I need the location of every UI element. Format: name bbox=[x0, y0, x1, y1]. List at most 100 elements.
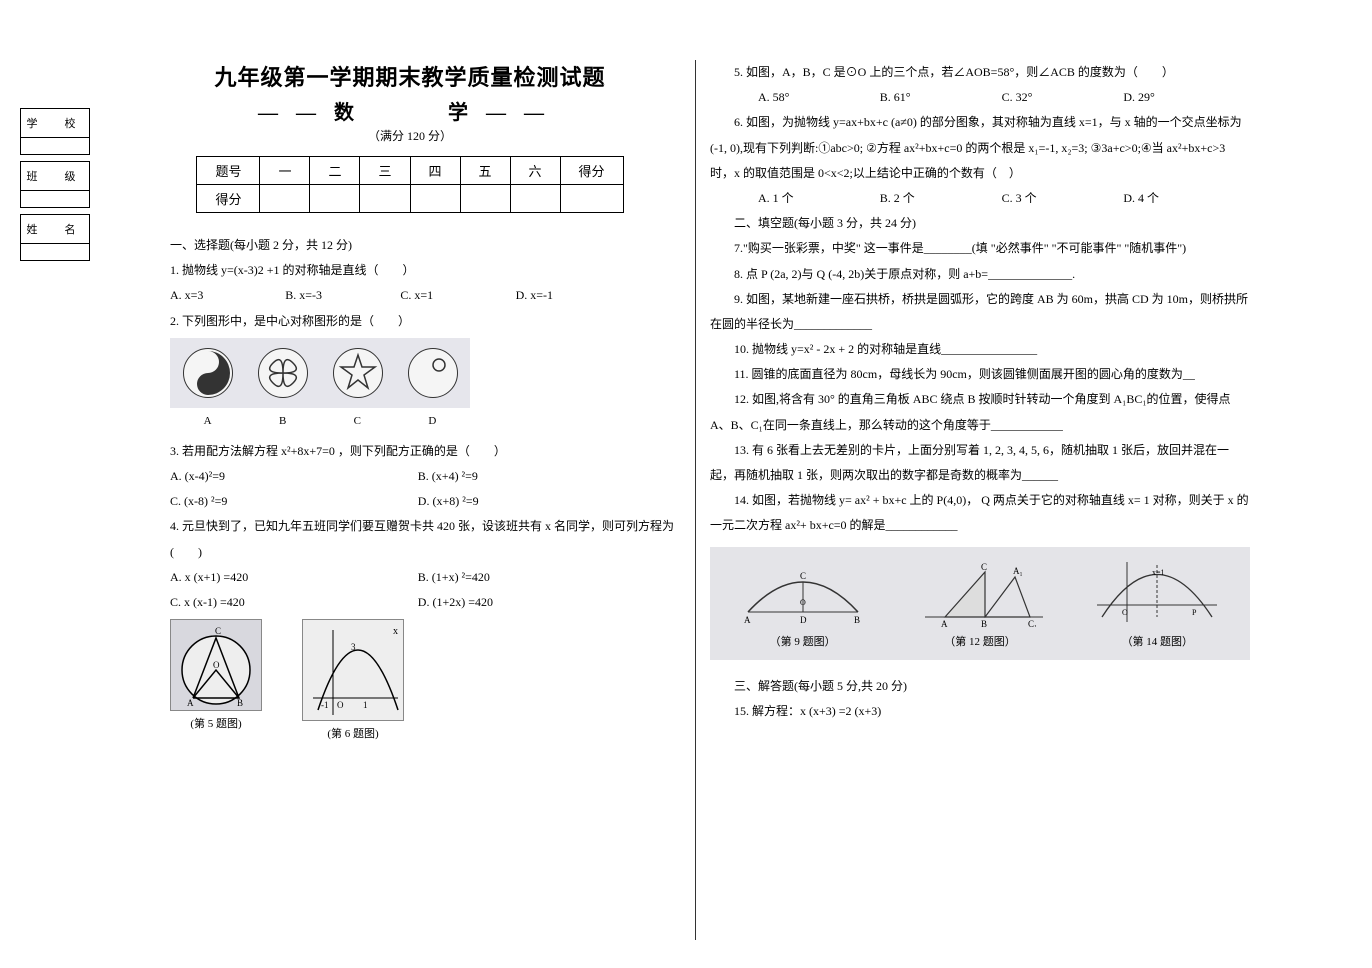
fig9-svg: A B C D O bbox=[738, 557, 868, 627]
q3-a: A. (x-4)²=9 bbox=[170, 464, 415, 489]
section-3-heading: 三、解答题(每小题 5 分,共 20 分) bbox=[710, 674, 1250, 699]
cell-total[interactable] bbox=[560, 185, 623, 213]
svg-text:x: x bbox=[393, 626, 398, 637]
fig9-label: （第 9 题图） bbox=[738, 631, 868, 654]
q5: 5. 如图，A，B，C 是⊙O 上的三个点，若∠AOB=58°，则∠ACB 的度… bbox=[710, 60, 1250, 85]
q2-label-b: B bbox=[279, 410, 286, 433]
name-blank[interactable] bbox=[21, 244, 89, 260]
shape-b-trefoil bbox=[258, 348, 308, 398]
svg-text:1: 1 bbox=[363, 700, 368, 710]
svg-text:D: D bbox=[800, 615, 807, 625]
section-1-heading: 一、选择题(每小题 2 分，共 12 分) bbox=[170, 233, 680, 258]
q5-options: A. 58° B. 61° C. 32° D. 29° bbox=[710, 85, 1250, 110]
exam-title: 九年级第一学期期末教学质量检测试题 bbox=[130, 60, 690, 92]
right-figure-strip: A B C D O （第 9 题图） A B C₁ C A₁ bbox=[710, 547, 1250, 660]
row-label: 得分 bbox=[197, 185, 260, 213]
score-header-row: 题号 一 二 三 四 五 六 得分 bbox=[197, 157, 623, 185]
th-5: 五 bbox=[460, 157, 510, 185]
fig6-label: (第 6 题图) bbox=[302, 723, 404, 746]
svg-text:A₁: A₁ bbox=[1013, 566, 1023, 576]
q1-options: A. x=3 B. x=-3 C. x=1 D. x=-1 bbox=[170, 283, 680, 308]
th-2: 二 bbox=[310, 157, 360, 185]
svg-text:O: O bbox=[1122, 608, 1128, 617]
q15: 15. 解方程：x (x+3) =2 (x+3) bbox=[710, 699, 1250, 724]
score-table: 题号 一 二 三 四 五 六 得分 得分 bbox=[196, 156, 623, 213]
th-0: 题号 bbox=[197, 157, 260, 185]
q6-d: D. 4 个 bbox=[1099, 186, 1218, 211]
svg-text:A: A bbox=[187, 698, 194, 708]
fig14-svg: O P x=1 bbox=[1092, 557, 1222, 627]
section-2-heading: 二、填空题(每小题 3 分，共 24 分) bbox=[710, 211, 1250, 236]
svg-text:C₁: C₁ bbox=[1028, 619, 1037, 627]
q3-c: C. (x-8) ²=9 bbox=[170, 489, 415, 514]
name-label: 姓 名 bbox=[21, 215, 89, 244]
q4-d: D. (1+2x) =420 bbox=[418, 590, 663, 615]
q5-a: A. 58° bbox=[734, 85, 853, 110]
svg-text:B: B bbox=[981, 619, 987, 627]
q2-labels: A B C D bbox=[170, 410, 470, 433]
fig5-circle: C O A B bbox=[170, 619, 262, 711]
cell-1[interactable] bbox=[260, 185, 310, 213]
class-box: 班 级 bbox=[20, 161, 90, 208]
q2-label-a: A bbox=[204, 410, 212, 433]
svg-text:A: A bbox=[744, 615, 751, 625]
cell-5[interactable] bbox=[460, 185, 510, 213]
q8: 8. 点 P (2a, 2)与 Q (-4, 2b)关于原点对称，则 a+b=_… bbox=[710, 262, 1250, 287]
score-value-row: 得分 bbox=[197, 185, 623, 213]
left-body: 一、选择题(每小题 2 分，共 12 分) 1. 抛物线 y=(x-3)2 +1… bbox=[130, 233, 690, 746]
th-3: 三 bbox=[360, 157, 410, 185]
q4-b: B. (1+x) ²=420 bbox=[418, 565, 663, 590]
cell-6[interactable] bbox=[510, 185, 560, 213]
q10: 10. 抛物线 y=x² - 2x + 2 的对称轴是直线___________… bbox=[710, 337, 1250, 362]
q3-row1: A. (x-4)²=9 B. (x+4) ²=9 bbox=[170, 464, 680, 489]
q1-b: B. x=-3 bbox=[285, 283, 397, 308]
svg-text:C: C bbox=[800, 571, 806, 581]
class-blank[interactable] bbox=[21, 191, 89, 207]
q1-a: A. x=3 bbox=[170, 283, 282, 308]
school-blank[interactable] bbox=[21, 138, 89, 154]
svg-text:B: B bbox=[854, 615, 860, 625]
bottom-figures: C O A B (第 5 题图) x bbox=[170, 619, 680, 746]
fig12-label: （第 12 题图） bbox=[915, 631, 1045, 654]
svg-text:C: C bbox=[981, 562, 987, 572]
q4-c: C. x (x-1) =420 bbox=[170, 590, 415, 615]
fig14-label: （第 14 题图） bbox=[1092, 631, 1222, 654]
q9: 9. 如图，某地新建一座石拱桥，桥拱是圆弧形，它的跨度 AB 为 60m，拱高 … bbox=[710, 287, 1250, 337]
q2-label-c: C bbox=[354, 410, 361, 433]
q2-label-d: D bbox=[428, 410, 436, 433]
shape-a-yinyang bbox=[183, 348, 233, 398]
full-score: （满分 120 分） bbox=[130, 127, 690, 144]
q5-b: B. 61° bbox=[856, 85, 975, 110]
q1: 1. 抛物线 y=(x-3)2 +1 的对称轴是直线（ ） bbox=[170, 258, 680, 283]
fig14-item: O P x=1 （第 14 题图） bbox=[1092, 557, 1222, 654]
svg-text:O: O bbox=[800, 598, 806, 607]
cell-4[interactable] bbox=[410, 185, 460, 213]
q2-figures bbox=[170, 338, 470, 408]
q13: 13. 有 6 张看上去无差别的卡片，上面分别写着 1, 2, 3, 4, 5,… bbox=[710, 438, 1250, 488]
q4: 4. 元旦快到了，已知九年五班同学们要互赠贺卡共 420 张，设该班共有 x 名… bbox=[170, 514, 680, 564]
fig12-svg: AB C₁C A₁ bbox=[915, 557, 1045, 627]
right-column: 5. 如图，A，B，C 是⊙O 上的三个点，若∠AOB=58°，则∠ACB 的度… bbox=[700, 20, 1260, 724]
q14: 14. 如图，若抛物线 y= ax² + bx+c 上的 P(4,0)， Q 两… bbox=[710, 488, 1250, 538]
svg-text:O: O bbox=[213, 660, 220, 670]
svg-text:P: P bbox=[1192, 608, 1197, 617]
svg-text:-1: -1 bbox=[321, 700, 329, 710]
svg-text:O: O bbox=[337, 700, 344, 710]
subject-text: 数 学 bbox=[334, 102, 486, 124]
q3-d: D. (x+8) ²=9 bbox=[418, 489, 663, 514]
q6-b: B. 2 个 bbox=[856, 186, 975, 211]
q2: 2. 下列图形中，是中心对称图形的是（ ） bbox=[170, 309, 680, 334]
student-info-sidebar: 学 校 班 级 姓 名 bbox=[20, 108, 90, 267]
q11: 11. 圆锥的底面直径为 80cm，母线长为 90cm，则该圆锥侧面展开图的圆心… bbox=[710, 362, 1250, 387]
q3: 3. 若用配方法解方程 x²+8x+7=0 ，则下列配方正确的是（ ） bbox=[170, 439, 680, 464]
q3-b: B. (x+4) ²=9 bbox=[418, 464, 663, 489]
th-4: 四 bbox=[410, 157, 460, 185]
name-box: 姓 名 bbox=[20, 214, 90, 261]
class-label: 班 级 bbox=[21, 162, 89, 191]
q6-options: A. 1 个 B. 2 个 C. 3 个 D. 4 个 bbox=[710, 186, 1250, 211]
cell-3[interactable] bbox=[360, 185, 410, 213]
school-box: 学 校 bbox=[20, 108, 90, 155]
cell-2[interactable] bbox=[310, 185, 360, 213]
q1-d: D. x=-1 bbox=[516, 283, 628, 308]
fig5-label: (第 5 题图) bbox=[170, 713, 262, 736]
